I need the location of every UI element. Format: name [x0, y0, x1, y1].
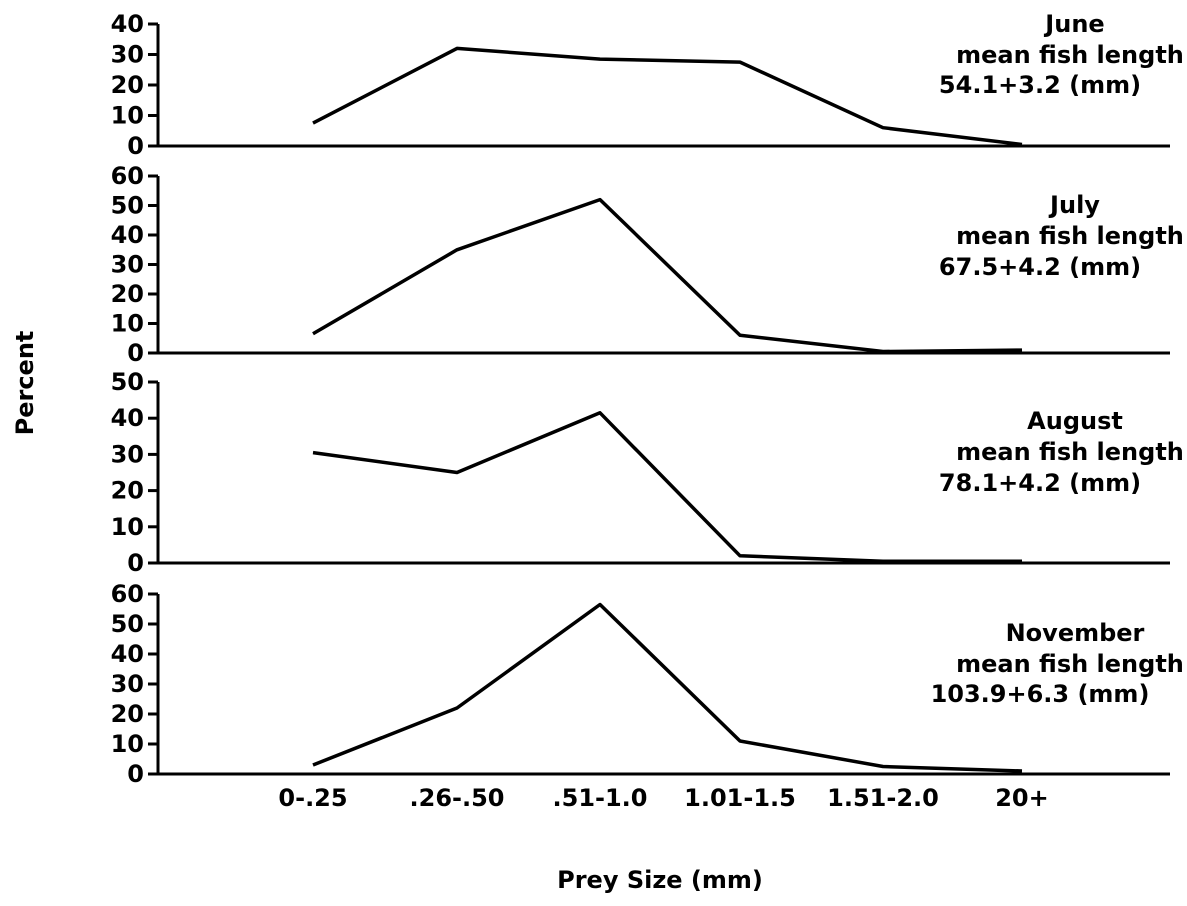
- panel-month-label: November: [1006, 619, 1145, 647]
- y-tick-label: 40: [111, 640, 144, 668]
- y-tick-label: 10: [111, 513, 144, 541]
- series-line-june: [313, 48, 1022, 144]
- panel-subtitle: mean fish length: [956, 222, 1184, 250]
- y-tick-label: 30: [111, 41, 144, 69]
- panel-size-label: 67.5+4.2 (mm): [939, 253, 1141, 281]
- x-tick-label: .26-.50: [410, 784, 505, 812]
- panel-size-label: 78.1+4.2 (mm): [939, 469, 1141, 497]
- y-tick-label: 60: [111, 580, 144, 608]
- y-tick-label: 30: [111, 440, 144, 468]
- y-tick-label: 0: [127, 339, 144, 367]
- panel-month-label: August: [1027, 407, 1123, 435]
- panel-subtitle: mean fish length: [956, 41, 1184, 69]
- series-line-july: [313, 200, 1022, 352]
- y-tick-label: 10: [111, 310, 144, 338]
- series-line-november: [313, 605, 1022, 772]
- y-tick-label: 40: [111, 404, 144, 432]
- y-tick-label: 50: [111, 610, 144, 638]
- y-tick-label: 30: [111, 251, 144, 279]
- x-tick-label: 1.51-2.0: [827, 784, 939, 812]
- y-tick-label: 30: [111, 670, 144, 698]
- y-tick-label: 20: [111, 280, 144, 308]
- panel-size-label: 103.9+6.3 (mm): [931, 680, 1150, 708]
- panel-subtitle: mean fish length: [956, 438, 1184, 466]
- panel-subtitle: mean fish length: [956, 650, 1184, 678]
- y-tick-label: 10: [111, 730, 144, 758]
- y-tick-label: 10: [111, 102, 144, 130]
- x-tick-label: 0-.25: [278, 784, 347, 812]
- y-tick-label: 40: [111, 221, 144, 249]
- y-tick-label: 60: [111, 162, 144, 190]
- x-tick-label: .51-1.0: [553, 784, 648, 812]
- y-tick-label: 0: [127, 549, 144, 577]
- panel-august: 0 10 20 30 40 50 August mean fish length 78.1+4.…: [111, 368, 1184, 577]
- x-tick-label: 1.01-1.5: [684, 784, 796, 812]
- panel-size-label: 54.1+3.2 (mm): [939, 71, 1141, 99]
- x-axis-labels: 0-.25 .26-.50 .51-1.0 1.01-1.5 1.51-2.0 20+: [278, 784, 1048, 812]
- panel-month-label: June: [1043, 10, 1104, 38]
- y-tick-label: 0: [127, 132, 144, 160]
- y-tick-label: 20: [111, 477, 144, 505]
- y-axis-title: Percent: [11, 331, 39, 436]
- y-tick-label: 50: [111, 192, 144, 220]
- x-axis-title: Prey Size (mm): [557, 866, 763, 894]
- x-tick-label: 20+: [995, 784, 1049, 812]
- y-tick-label: 50: [111, 368, 144, 396]
- series-line-august: [313, 413, 1022, 561]
- y-tick-label: 20: [111, 700, 144, 728]
- y-tick-label: 40: [111, 10, 144, 38]
- y-tick-label: 0: [127, 760, 144, 788]
- y-tick-label: 20: [111, 71, 144, 99]
- panel-month-label: July: [1048, 191, 1100, 219]
